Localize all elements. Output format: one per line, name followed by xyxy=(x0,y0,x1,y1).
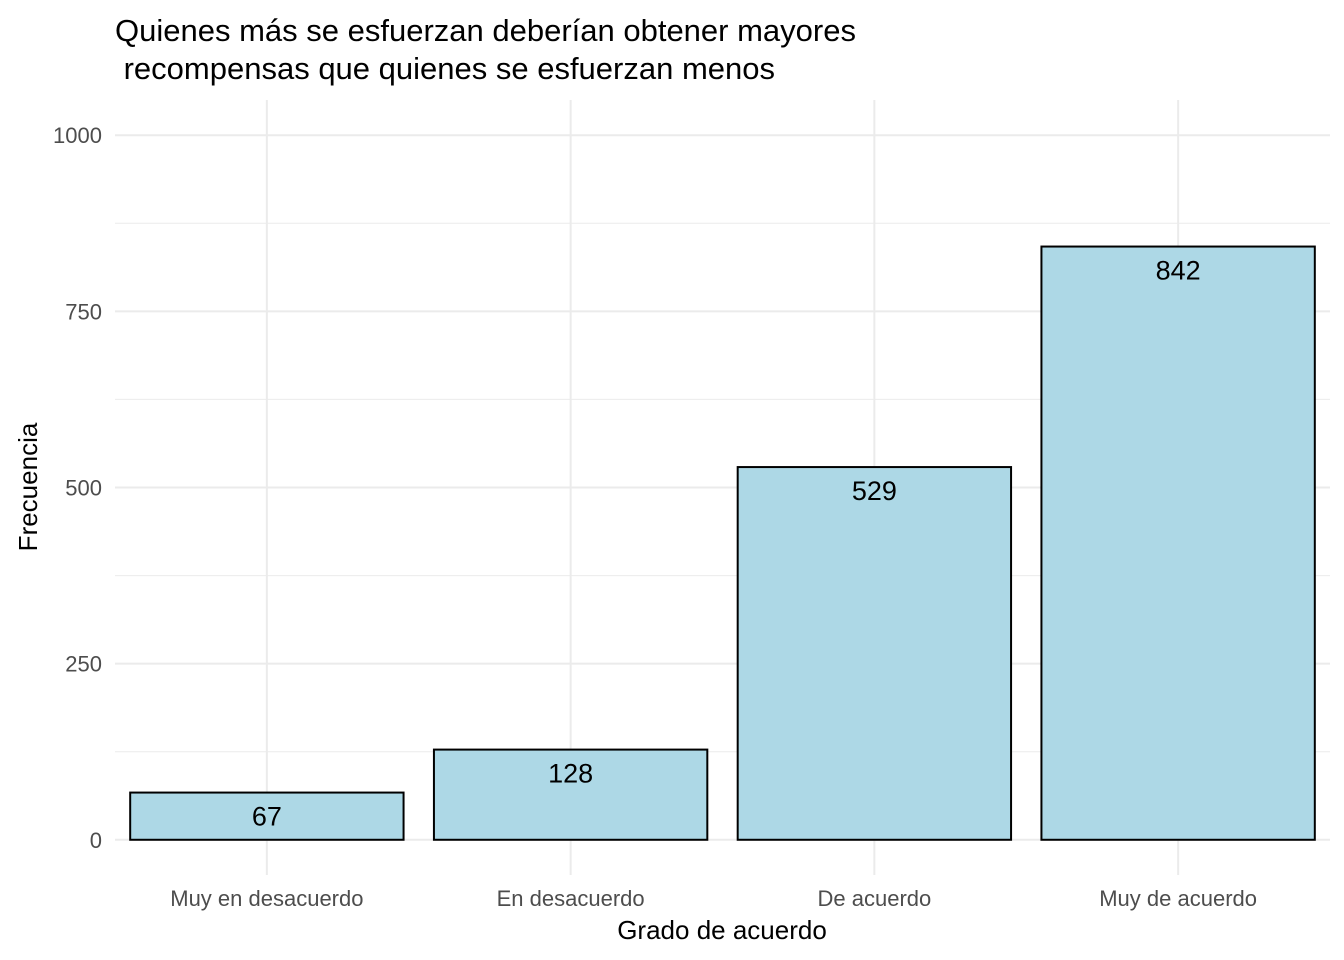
x-tick-label: En desacuerdo xyxy=(497,886,645,911)
x-tick-label: Muy en desacuerdo xyxy=(170,886,363,911)
x-axis-ticks: Muy en desacuerdo En desacuerdo De acuerdo… xyxy=(170,886,1257,911)
x-tick-label: Muy de acuerdo xyxy=(1099,886,1257,911)
y-axis-title: Frecuencia xyxy=(13,422,43,551)
y-tick-label: 750 xyxy=(65,299,102,324)
chart-title-line-2: recompensas que quienes se esfuerzan men… xyxy=(115,51,775,86)
bar xyxy=(129,791,405,841)
y-tick-label: 0 xyxy=(90,828,102,853)
bar-value-label: 529 xyxy=(852,476,897,506)
x-axis-title: Grado de acuerdo xyxy=(617,915,827,945)
y-tick-label: 250 xyxy=(65,652,102,677)
y-tick-label: 1000 xyxy=(53,123,102,148)
bar-value-labels: 67 128 529 842 xyxy=(252,256,1201,832)
chart-title-line-1: Quienes más se esfuerzan deberían obtene… xyxy=(115,13,856,48)
bar xyxy=(1040,245,1316,841)
y-axis-ticks: 0 250 500 750 1000 xyxy=(53,123,102,853)
bar-value-label: 842 xyxy=(1156,256,1201,286)
y-tick-label: 500 xyxy=(65,476,102,501)
bar xyxy=(432,748,709,841)
bar xyxy=(736,466,1013,841)
bar-value-label: 67 xyxy=(252,802,282,832)
bars xyxy=(129,245,1316,841)
bar-value-label: 128 xyxy=(548,759,593,789)
x-tick-label: De acuerdo xyxy=(818,886,932,911)
